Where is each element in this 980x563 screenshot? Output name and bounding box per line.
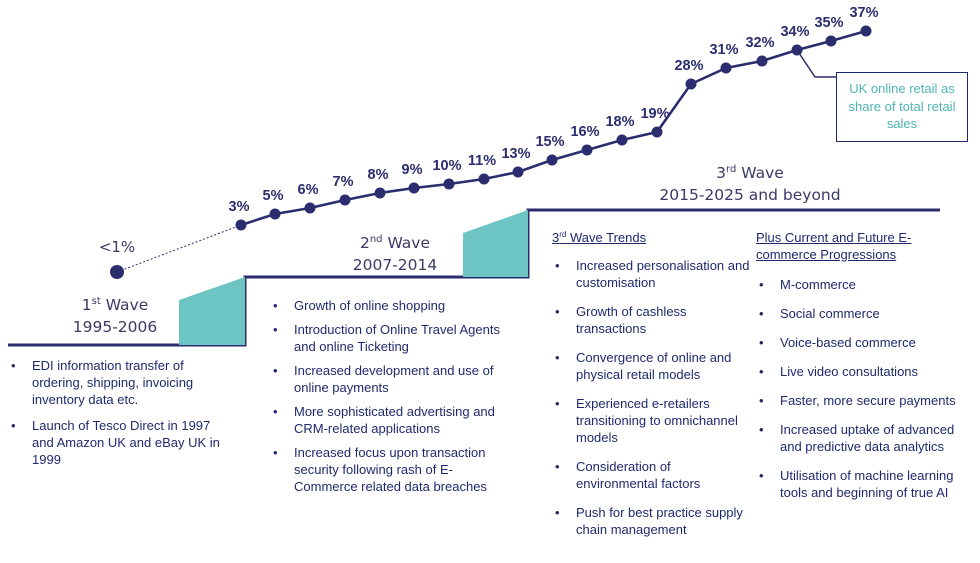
trends-heading-suffix: rd	[559, 230, 567, 239]
data-point	[443, 178, 455, 190]
data-label: 32%	[745, 35, 774, 51]
data-point	[756, 55, 768, 67]
wave-3-name: Wave	[741, 164, 784, 182]
wave-2-name: Wave	[387, 234, 431, 252]
list-item: Faster, more secure payments	[756, 392, 978, 409]
data-point	[269, 208, 281, 220]
data-point	[110, 265, 124, 279]
wave-1-number: 1	[81, 296, 92, 314]
list-item: Growth of cashless transactions	[552, 303, 752, 337]
list-item: Consideration of environmental factors	[552, 458, 752, 492]
data-point	[546, 154, 558, 166]
data-label: 18%	[605, 114, 634, 130]
list-item: Launch of Tesco Direct in 1997 and Amazo…	[8, 417, 233, 468]
data-point	[720, 62, 732, 74]
data-point	[374, 187, 386, 199]
wave-2-suffix: nd	[369, 234, 383, 245]
data-label: 3%	[229, 199, 250, 215]
data-point	[304, 202, 316, 214]
trends-list: Increased personalisation and customisat…	[552, 257, 752, 538]
wave-3-suffix: rd	[726, 164, 737, 175]
wave-2-years: 2007-2014	[352, 256, 438, 274]
data-point	[581, 144, 593, 156]
wave-2-riser	[463, 210, 528, 277]
legend-text: UK online retail as share of total retai…	[848, 81, 956, 131]
legend-box: UK online retail as share of total retai…	[836, 72, 968, 142]
list-item: M-commerce	[756, 276, 978, 293]
progressions-heading: Plus Current and Future E-commerce Progr…	[756, 230, 912, 262]
wave-1-riser	[179, 277, 245, 345]
wave-1-list: EDI information transfer of ordering, sh…	[8, 357, 233, 468]
data-point	[825, 35, 837, 47]
list-item: Convergence of online and physical retai…	[552, 349, 752, 383]
data-label: 15%	[535, 134, 564, 150]
wave-1-title: 1st Wave 1995-2006	[50, 294, 180, 338]
data-point	[860, 25, 872, 37]
data-label: 5%	[263, 188, 284, 204]
data-label: 31%	[709, 42, 738, 58]
list-item: Growth of online shopping	[270, 297, 500, 314]
data-point	[512, 166, 524, 178]
progressions-list: M-commerce Social commerce Voice-based c…	[756, 276, 978, 501]
wave-3-number: 3	[716, 164, 727, 182]
data-point	[235, 219, 247, 231]
data-label: 9%	[402, 162, 423, 178]
list-item: Increased uptake of advanced and predict…	[756, 421, 978, 455]
data-label: 10%	[432, 158, 461, 174]
trends-heading-text: Wave Trends	[569, 230, 647, 245]
data-point	[791, 44, 803, 56]
data-point	[408, 182, 420, 194]
list-item: Increased focus upon transaction securit…	[270, 444, 500, 495]
list-item: Increased personalisation and customisat…	[552, 257, 752, 291]
data-point	[685, 78, 697, 90]
data-label: 37%	[849, 5, 878, 21]
list-item: Experienced e-retailers transitioning to…	[552, 395, 752, 446]
wave-1-suffix: st	[91, 296, 101, 307]
data-label: 35%	[814, 15, 843, 31]
data-label: 16%	[570, 124, 599, 140]
list-item: More sophisticated advertising and CRM-r…	[270, 403, 500, 437]
list-item: Social commerce	[756, 305, 978, 322]
list-item: Push for best practice supply chain mana…	[552, 504, 752, 538]
wave-3-years: 2015-2025 and beyond	[659, 186, 841, 204]
data-label: 7%	[333, 174, 354, 190]
list-item: Voice-based commerce	[756, 334, 978, 351]
wave-1-years: 1995-2006	[72, 318, 158, 336]
wave-2-list: Growth of online shopping Introduction o…	[270, 297, 500, 495]
list-item: EDI information transfer of ordering, sh…	[8, 357, 233, 408]
data-point	[478, 173, 490, 185]
data-label: 6%	[298, 182, 319, 198]
data-label: 11%	[468, 153, 496, 169]
trends-heading: 3rd Wave Trends	[552, 229, 646, 246]
list-item: Increased development and use of online …	[270, 362, 500, 396]
data-label: <1%	[99, 238, 135, 256]
data-label: 13%	[501, 146, 530, 162]
wave-3-title: 3rd Wave 2015-2025 and beyond	[630, 162, 870, 206]
wave-1-name: Wave	[105, 296, 149, 314]
data-point	[616, 134, 628, 146]
data-label: 34%	[780, 24, 809, 40]
list-item: Utilisation of machine learning tools an…	[756, 467, 978, 501]
list-item: Introduction of Online Travel Agents and…	[270, 321, 500, 355]
dotted-connector	[116, 224, 242, 273]
list-item: Live video consultations	[756, 363, 978, 380]
data-label: 19%	[640, 106, 669, 122]
data-label: 28%	[674, 58, 703, 74]
legend-pointer	[796, 49, 836, 78]
wave-2-number: 2	[359, 234, 370, 252]
wave-2-title: 2nd Wave 2007-2014	[330, 232, 460, 276]
data-point	[339, 194, 351, 206]
data-point	[651, 126, 663, 138]
trends-heading-number: 3	[552, 230, 560, 245]
data-label: 8%	[368, 167, 389, 183]
